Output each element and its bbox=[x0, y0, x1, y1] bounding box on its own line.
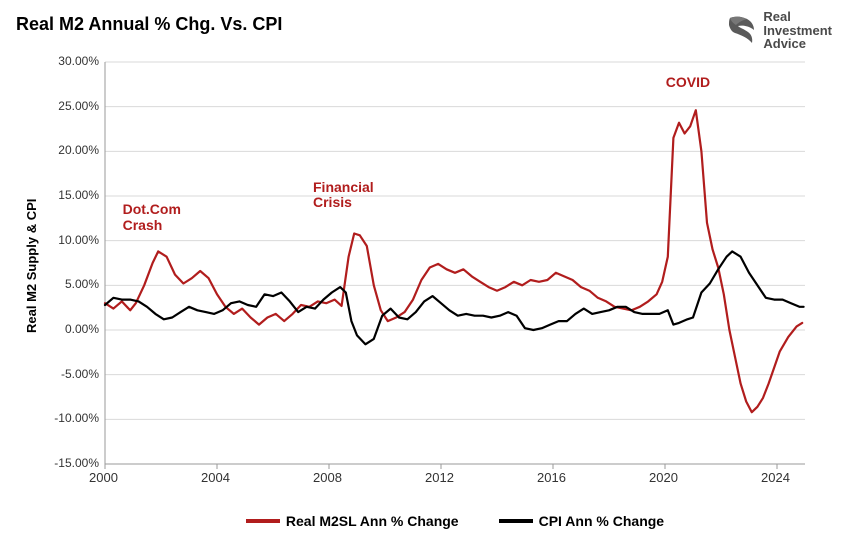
y-tick-label: 0.00% bbox=[65, 322, 99, 336]
y-tick-label: -15.00% bbox=[54, 456, 99, 470]
y-tick-label: 25.00% bbox=[58, 99, 99, 113]
legend-swatch bbox=[246, 519, 280, 523]
brand-line3: Advice bbox=[763, 37, 832, 51]
chart-legend: Real M2SL Ann % Change CPI Ann % Change bbox=[105, 513, 805, 529]
x-tick-label: 2008 bbox=[313, 470, 342, 485]
chart-title: Real M2 Annual % Chg. Vs. CPI bbox=[16, 14, 282, 35]
chart-annotation: Dot.Com Crash bbox=[123, 202, 181, 233]
legend-swatch bbox=[499, 519, 533, 523]
legend-label: CPI Ann % Change bbox=[539, 513, 665, 529]
y-axis-label: Real M2 Supply & CPI bbox=[24, 199, 39, 333]
legend-item: Real M2SL Ann % Change bbox=[246, 513, 459, 529]
y-tick-label: -5.00% bbox=[61, 367, 99, 381]
y-tick-label: 10.00% bbox=[58, 233, 99, 247]
y-tick-label: 30.00% bbox=[58, 54, 99, 68]
chart-annotation: COVID bbox=[666, 75, 710, 90]
y-tick-label: 15.00% bbox=[58, 188, 99, 202]
legend-item: CPI Ann % Change bbox=[499, 513, 665, 529]
brand-line2: Investment bbox=[763, 24, 832, 38]
x-tick-label: 2020 bbox=[649, 470, 678, 485]
x-tick-label: 2016 bbox=[537, 470, 566, 485]
y-tick-label: -10.00% bbox=[54, 411, 99, 425]
x-tick-label: 2000 bbox=[89, 470, 118, 485]
chart-svg bbox=[105, 62, 805, 464]
chart-annotation: Financial Crisis bbox=[313, 180, 374, 211]
x-tick-label: 2012 bbox=[425, 470, 454, 485]
y-tick-label: 5.00% bbox=[65, 277, 99, 291]
eagle-icon bbox=[727, 14, 757, 46]
x-tick-label: 2004 bbox=[201, 470, 230, 485]
brand-logo: Real Investment Advice bbox=[727, 10, 832, 51]
x-tick-label: 2024 bbox=[761, 470, 790, 485]
chart-plot-area bbox=[105, 62, 805, 464]
legend-label: Real M2SL Ann % Change bbox=[286, 513, 459, 529]
brand-text: Real Investment Advice bbox=[763, 10, 832, 51]
brand-line1: Real bbox=[763, 10, 832, 24]
y-tick-label: 20.00% bbox=[58, 143, 99, 157]
